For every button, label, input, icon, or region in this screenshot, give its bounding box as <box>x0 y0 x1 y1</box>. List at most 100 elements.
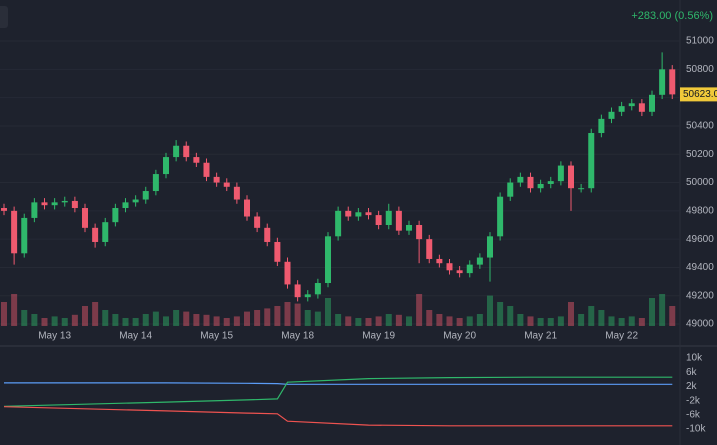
x-tick-label: May 13 <box>38 331 71 342</box>
volume-bar <box>568 302 574 326</box>
volume-bar <box>588 306 595 326</box>
y-tick-label: 6k <box>686 367 698 378</box>
volume-bar <box>193 314 200 326</box>
candle-body <box>618 106 625 112</box>
candle-body <box>304 294 311 298</box>
candle-body <box>213 176 220 183</box>
volume-bar <box>659 294 666 326</box>
menu-button[interactable] <box>0 6 8 28</box>
y-tick-label: 49800 <box>686 205 714 216</box>
candle-body <box>102 222 109 242</box>
volume-bar <box>294 303 301 326</box>
candle-body <box>132 199 139 203</box>
last-price-tag: 50623.0 <box>680 87 717 102</box>
volume-bar <box>507 306 514 326</box>
candle-body <box>21 217 28 254</box>
volume-bar <box>233 316 240 326</box>
y-tick-label: -6k <box>686 409 701 420</box>
candle-body <box>466 264 473 274</box>
volume-bar <box>355 318 362 326</box>
candle-body <box>254 216 261 228</box>
candle-body <box>314 283 321 295</box>
volume-bar <box>395 314 402 326</box>
volume-bar <box>527 316 534 326</box>
volume-bar <box>517 314 524 326</box>
volume-bar <box>122 318 129 326</box>
candle-body <box>557 165 564 182</box>
y-tick-label: 49200 <box>686 290 714 301</box>
candle-body <box>233 186 240 200</box>
volume-bar <box>304 310 311 326</box>
x-tick-label: May 14 <box>119 331 152 342</box>
volume-bar <box>335 314 342 326</box>
volume-bar <box>92 302 99 326</box>
volume-bar <box>82 306 88 326</box>
volume-bar <box>254 310 261 326</box>
volume-bar <box>456 318 463 326</box>
candle-body <box>456 270 463 274</box>
x-tick-label: May 18 <box>281 331 314 342</box>
volume-bar <box>628 316 635 326</box>
y-tick-label: 49000 <box>686 319 714 330</box>
candle-body <box>264 227 271 242</box>
volume-bar <box>416 294 423 326</box>
x-tick-label: May 15 <box>200 331 233 342</box>
candle-body <box>608 111 615 119</box>
last-price-box <box>680 87 717 102</box>
y-tick-label: 50200 <box>686 149 714 160</box>
candle-body <box>325 236 331 284</box>
volume-bar <box>375 316 382 326</box>
candle-body <box>497 196 504 237</box>
volume-bar <box>41 318 48 326</box>
candle-body <box>638 103 645 112</box>
volume-bar <box>183 311 190 326</box>
candle-body <box>446 263 453 271</box>
y-tick-label: 50000 <box>686 177 714 188</box>
y-tick-label: 2k <box>686 381 698 392</box>
volume-bar <box>112 314 119 326</box>
volume-bar <box>223 318 230 326</box>
candle-body <box>365 212 372 216</box>
volume-bar <box>244 311 250 326</box>
x-tick-label: May 21 <box>524 331 557 342</box>
candle-body <box>335 210 342 237</box>
indicator-line <box>4 382 673 385</box>
candle-body <box>163 157 169 175</box>
y-tick-label: 10k <box>686 353 703 364</box>
y-tick-label: 49600 <box>686 234 714 245</box>
volume-bar <box>213 316 220 326</box>
candle-body <box>92 227 99 242</box>
volume-bar <box>152 311 159 326</box>
volume-bar <box>132 318 139 326</box>
candle-body <box>294 284 301 298</box>
volume-bar <box>466 316 473 326</box>
candle-body <box>598 118 605 134</box>
candle-body <box>507 182 514 197</box>
candle-body <box>112 208 119 223</box>
candle-body <box>223 182 230 187</box>
volume-bar <box>547 318 554 326</box>
y-tick-label: 49400 <box>686 262 714 273</box>
y-tick-label: -2k <box>686 395 701 406</box>
indicator-line <box>3 406 673 427</box>
volume-bar <box>142 314 149 326</box>
last-price-label: 50623.0 <box>683 89 717 100</box>
candle-body <box>355 212 362 217</box>
volume-bar <box>446 316 453 326</box>
candle-body <box>578 188 585 190</box>
volume-bar <box>264 308 271 326</box>
change-annotation: +283.00 (0.56%) <box>631 10 713 22</box>
volume-bar <box>649 298 655 326</box>
volume-bar <box>426 310 433 326</box>
volume-bar <box>497 302 504 326</box>
candle-body <box>649 94 655 112</box>
candle-body <box>628 103 635 107</box>
candle-body <box>436 258 443 264</box>
candle-body <box>527 176 534 189</box>
candle-body <box>193 157 200 163</box>
y-tick-label: 51000 <box>686 36 714 47</box>
candle-body <box>183 145 190 158</box>
volume-bar <box>71 314 78 326</box>
